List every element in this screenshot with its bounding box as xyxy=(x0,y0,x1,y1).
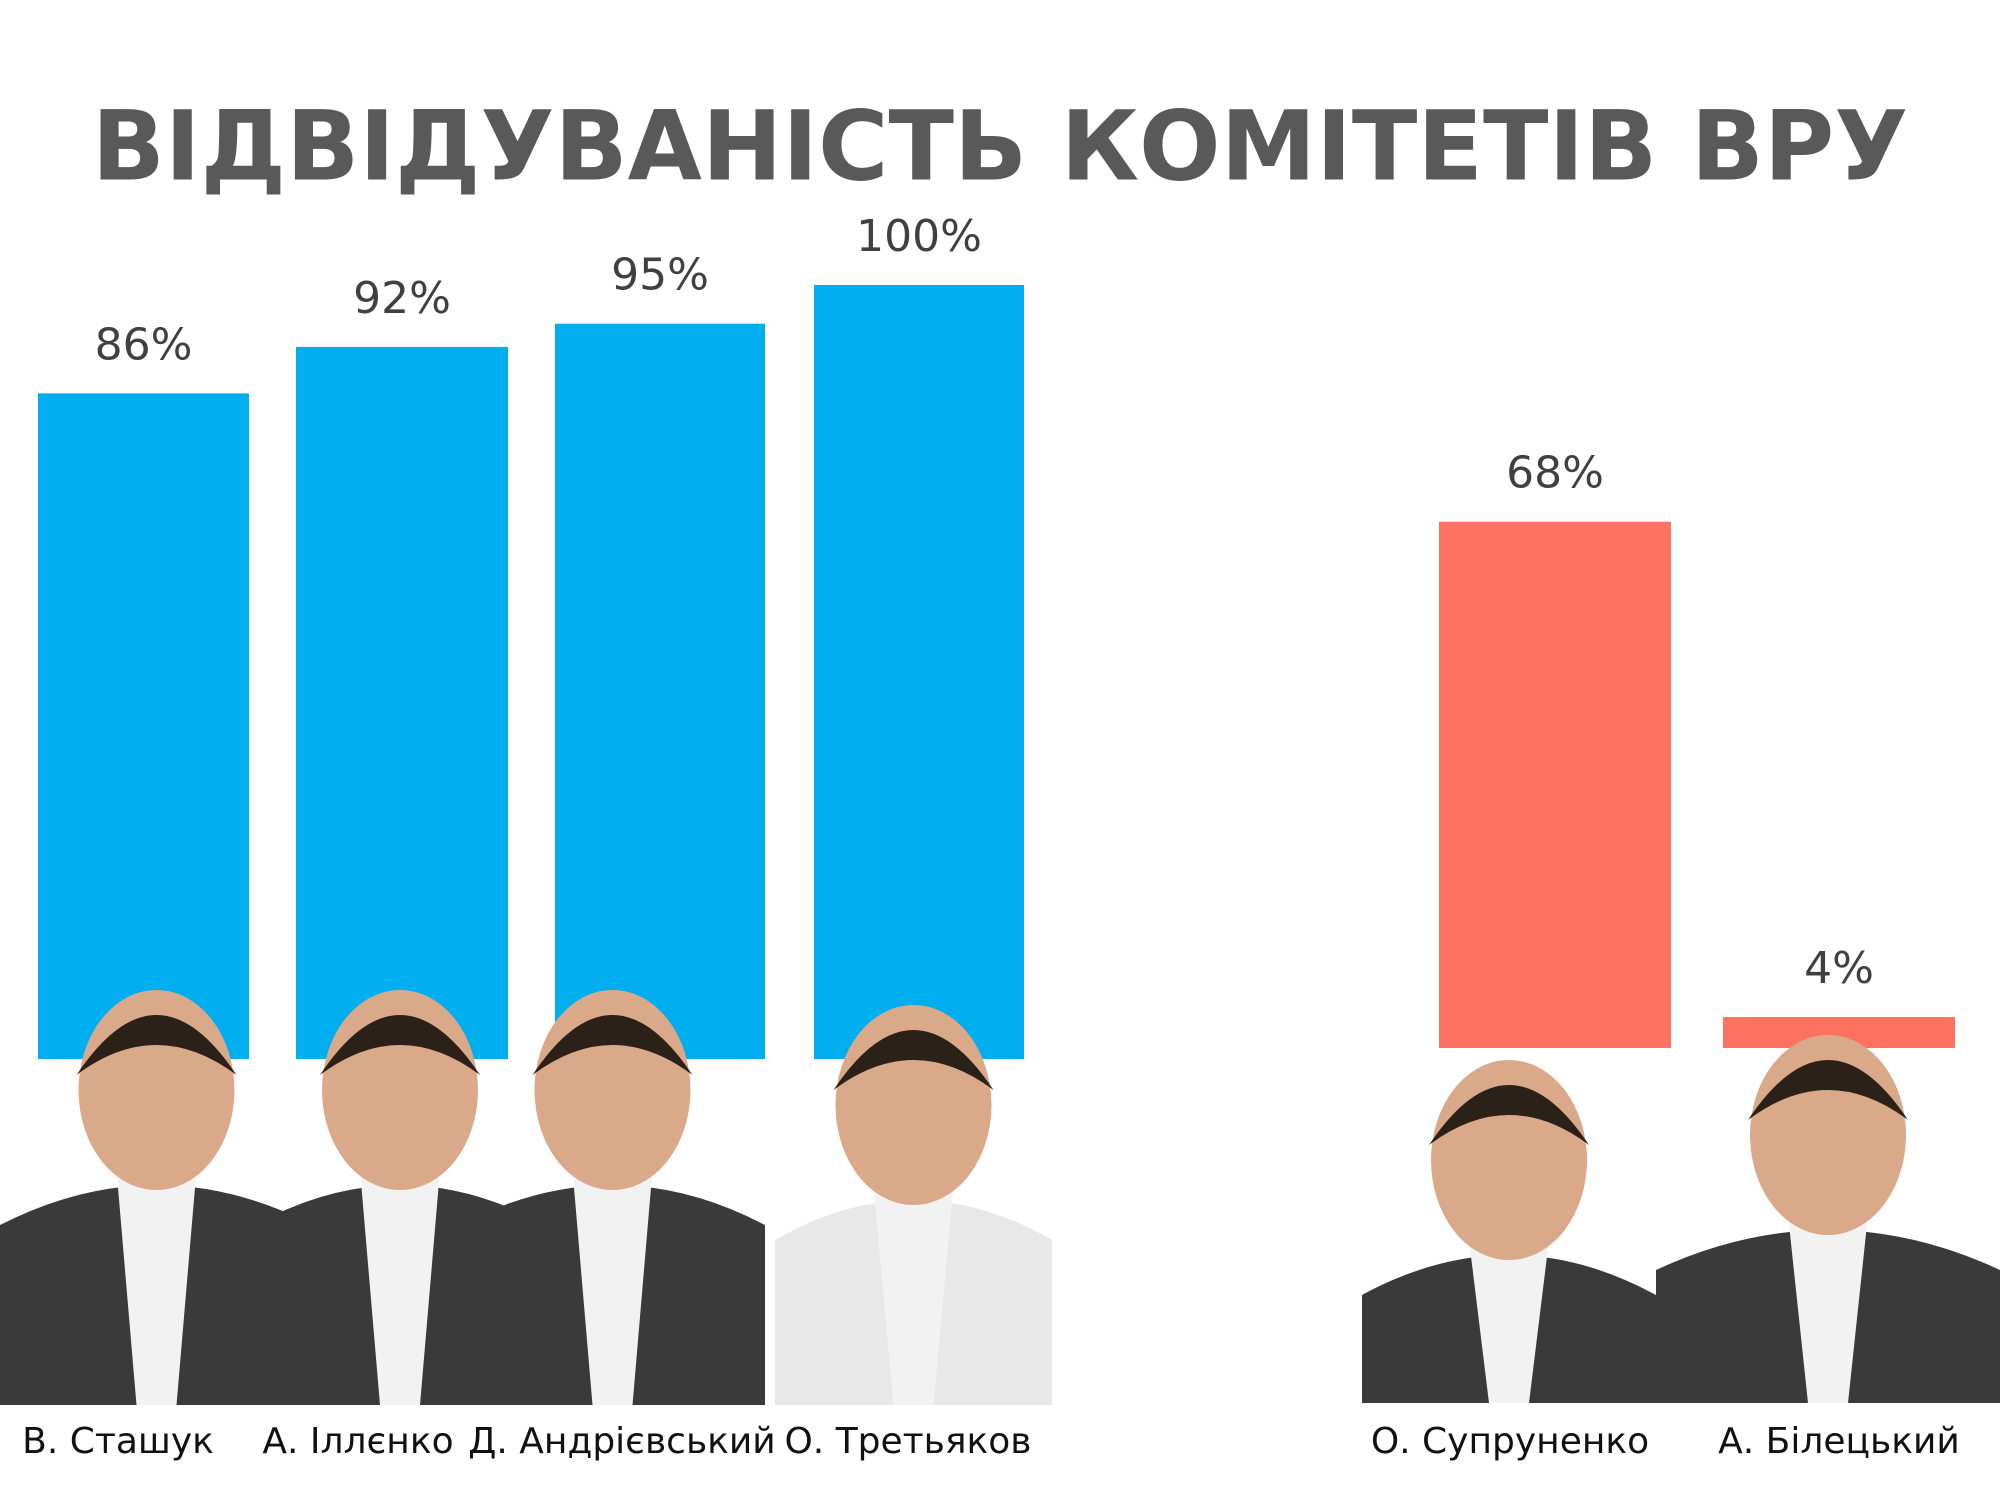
bar xyxy=(814,285,1024,1059)
bar xyxy=(38,393,249,1059)
x-tick-label: А. Іллєнко xyxy=(262,1421,453,1462)
portrait-hair xyxy=(1429,1085,1589,1145)
x-tick-label: Д. Андрієвський xyxy=(468,1421,775,1462)
value-label: 95% xyxy=(611,250,709,301)
bar xyxy=(1439,521,1671,1048)
value-label: 4% xyxy=(1804,943,1874,994)
portrait-shirt xyxy=(1788,1215,1868,1403)
x-tick-label: О. Третьяков xyxy=(784,1421,1031,1462)
portrait-hair xyxy=(320,1015,480,1075)
x-tick-label: В. Сташук xyxy=(22,1421,214,1462)
portrait-hair xyxy=(833,1030,994,1090)
x-tick-label: А. Білецький xyxy=(1718,1421,1960,1462)
portrait xyxy=(775,1005,1052,1405)
portrait-shirt xyxy=(116,1170,197,1405)
x-tick-label: О. Супруненко xyxy=(1371,1421,1649,1462)
portrait-shirt xyxy=(360,1170,440,1405)
bar xyxy=(296,346,508,1059)
portrait xyxy=(460,990,765,1405)
value-label: 68% xyxy=(1506,448,1604,499)
value-label: 100% xyxy=(856,211,982,262)
portrait-hair xyxy=(1748,1060,1908,1120)
portrait xyxy=(1362,1060,1656,1403)
portrait-hair xyxy=(76,1015,237,1075)
chart-title: ВІДВІДУВАНІСТЬ КОМІТЕТІВ ВРУ xyxy=(92,90,1909,202)
bar xyxy=(555,323,765,1059)
portrait-shirt xyxy=(1469,1240,1549,1403)
portrait-hair xyxy=(532,1015,693,1075)
portrait xyxy=(0,990,313,1405)
portrait xyxy=(1656,1035,2000,1403)
portrait-shirt xyxy=(572,1170,653,1405)
portrait-shirt xyxy=(873,1185,954,1405)
value-label: 92% xyxy=(353,273,451,324)
value-label: 86% xyxy=(95,319,193,370)
